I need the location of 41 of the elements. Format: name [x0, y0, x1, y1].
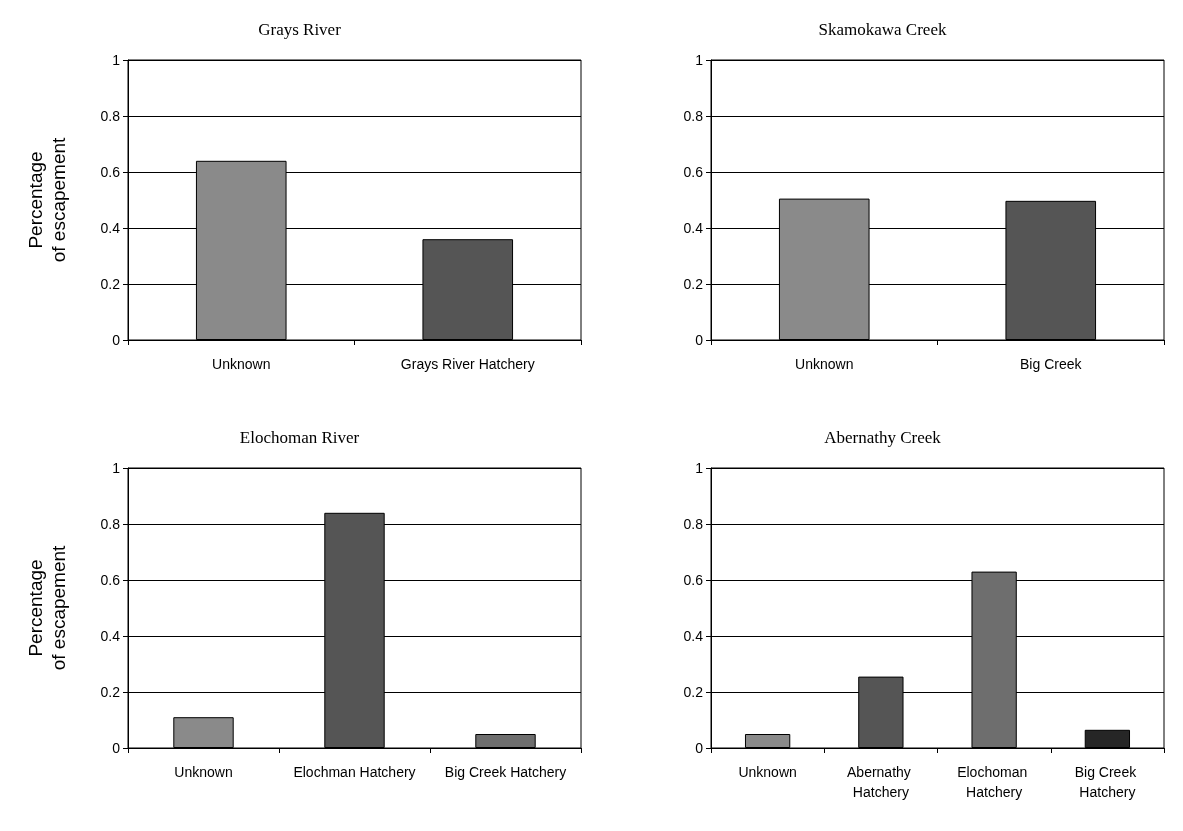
x-tick-label: Elochman Hatchery	[293, 764, 416, 780]
x-tick-label: Unknown	[212, 356, 271, 372]
x-tick-label: Big Creek	[1020, 356, 1083, 372]
y-tick-label: 0.6	[683, 164, 704, 180]
y-tick-label: 0.8	[100, 516, 121, 532]
y-tick-label: 0.2	[683, 684, 704, 700]
y-tick-label: 1	[112, 52, 121, 68]
chart-title: Skamokawa Creek	[818, 20, 947, 39]
y-tick-label: 0.8	[683, 108, 704, 124]
x-tick-label: Abernathy Hatchery	[847, 764, 915, 800]
y-tick-label: 0.4	[100, 220, 121, 236]
x-tick-label: Unknown	[738, 764, 797, 780]
y-tick-label: 0.4	[683, 220, 704, 236]
y-tick-label: 0.2	[100, 684, 121, 700]
x-tick-label: Grays River Hatchery	[400, 356, 535, 372]
y-tick-label: 1	[695, 460, 704, 476]
y-tick-label: 1	[695, 52, 704, 68]
y-tick-label: 0.2	[683, 276, 704, 292]
x-tick-label: Unknown	[174, 764, 233, 780]
x-tick-label: Big Creek Hatchery	[1074, 764, 1141, 800]
x-tick-label: Unknown	[795, 356, 854, 372]
y-axis-title: Percentage of escapement	[25, 136, 69, 263]
chart-title: Abernathy Creek	[824, 428, 942, 447]
y-tick-label: 0	[695, 332, 704, 348]
y-tick-label: 0.6	[683, 572, 704, 588]
y-tick-label: 0.6	[100, 164, 121, 180]
y-tick-label: 0	[112, 740, 121, 756]
y-tick-label: 0.6	[100, 572, 121, 588]
chart-title: Grays River	[258, 20, 342, 39]
chart-title: Elochoman River	[239, 428, 360, 447]
y-tick-label: 0.2	[100, 276, 121, 292]
x-tick-label: Big Creek Hatchery	[444, 764, 567, 780]
y-tick-label: 0.8	[100, 108, 121, 124]
y-tick-label: 0	[112, 332, 121, 348]
y-tick-label: 0	[695, 740, 704, 756]
y-axis-title: Percentage of escapement	[25, 544, 69, 671]
y-tick-label: 0.4	[100, 628, 121, 644]
y-tick-label: 0.4	[683, 628, 704, 644]
y-tick-label: 1	[112, 460, 121, 476]
x-tick-label: Elochoman Hatchery	[957, 764, 1032, 800]
y-tick-label: 0.8	[683, 516, 704, 532]
